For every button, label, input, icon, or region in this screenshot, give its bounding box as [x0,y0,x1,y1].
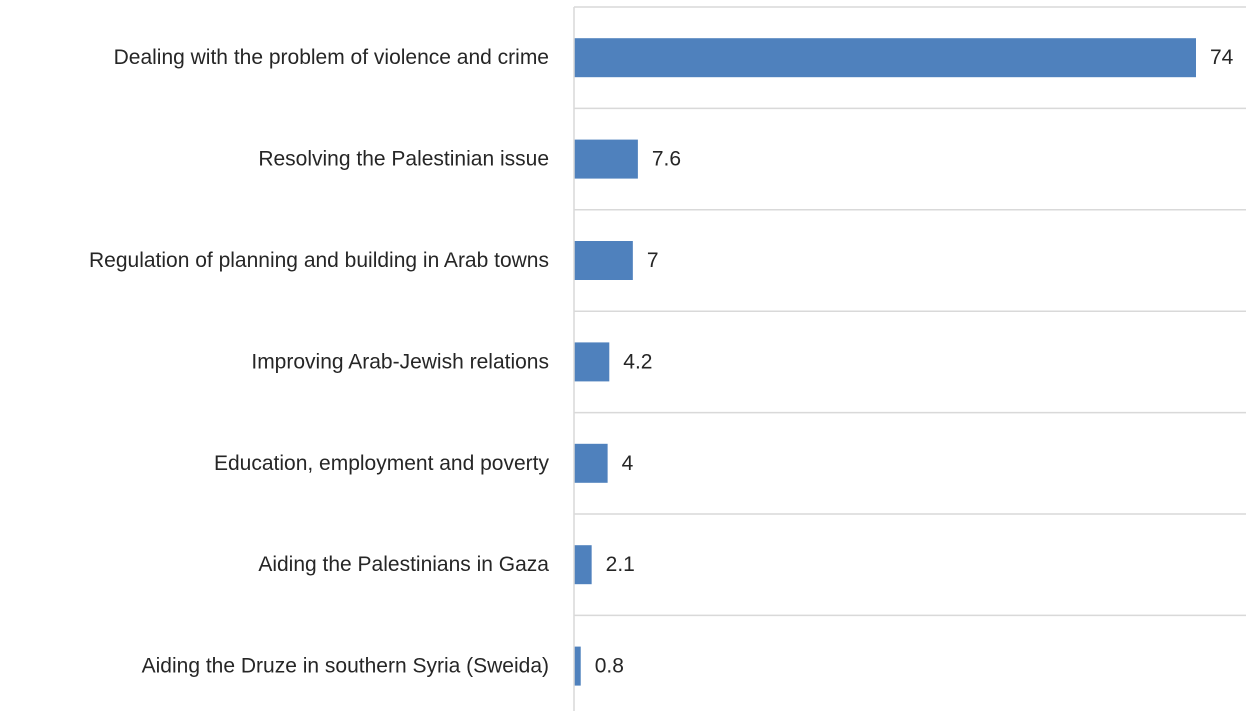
bar [574,342,610,382]
data-label: 74 [1210,46,1234,69]
category-label: Dealing with the problem of violence and… [114,46,549,69]
data-label: 7.6 [652,148,681,171]
bar [574,545,592,585]
bar [574,241,633,280]
category-label: Resolving the Palestinian issue [258,148,549,171]
bar [574,646,581,686]
data-label: 7 [647,249,659,272]
data-label: 0.8 [595,655,624,678]
data-label: 4.2 [623,350,652,373]
category-label: Regulation of planning and building in A… [89,249,549,272]
data-label: 2.1 [606,553,635,576]
category-label: Aiding the Palestinians in Gaza [258,553,549,576]
gridlines [574,6,1246,617]
category-labels: Dealing with the problem of violence and… [89,46,550,677]
value-labels: 74 7.6 7 4.2 4 2.1 0.8 [595,46,1234,677]
category-label: Improving Arab-Jewish relations [251,350,549,373]
bar [574,443,608,483]
category-label: Aiding the Druze in southern Syria (Swei… [142,655,549,678]
category-label: Education, employment and poverty [214,452,550,475]
bar [574,38,1196,78]
bar [574,139,638,179]
bars [574,38,1196,686]
data-label: 4 [622,452,634,475]
